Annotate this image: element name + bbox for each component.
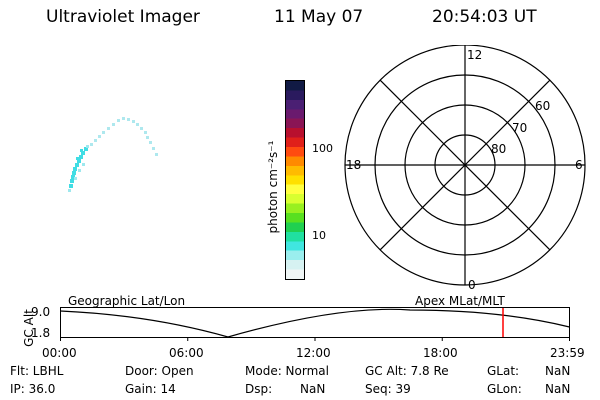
info-door: Door: Open [125, 364, 194, 378]
track-frame [60, 307, 570, 338]
info-glat-value: NaN [545, 364, 571, 378]
instrument-title: Ultraviolet Imager [46, 7, 200, 27]
track-right-title: Apex MLat/MLT [415, 294, 505, 308]
colorbar [285, 80, 305, 280]
altitude-curve [60, 308, 570, 338]
info-glon-value: NaN [545, 382, 571, 396]
info-glon-label: GLon: [487, 382, 522, 396]
mlt-label-0: 0 [468, 278, 476, 292]
info-glat-label: GLat: [487, 364, 520, 378]
track-y-tick-bottom: 1.8 [31, 326, 51, 340]
polar-diagonal-2 [379, 79, 551, 251]
track-left-title: Geographic Lat/Lon [68, 294, 186, 308]
time-tick-1800: 18:00 [423, 346, 458, 360]
colorbar-unit-label: photon cm⁻²s⁻¹ [266, 140, 280, 234]
time-tick-1200: 12:00 [296, 346, 331, 360]
info-ip: IP: 36.0 [10, 382, 56, 396]
info-mode: Mode: Normal [245, 364, 329, 378]
colorbar-tick-10: 10 [312, 229, 326, 242]
colorbar-tick-100: 100 [312, 142, 333, 155]
lat-label-70: 70 [512, 121, 527, 135]
info-gain: Gain: 14 [125, 382, 176, 396]
polar-plot: 12 18 6 0 60 70 80 [344, 45, 586, 292]
time-tick-0600: 06:00 [169, 346, 204, 360]
date-label: 11 May 07 [274, 7, 364, 27]
mlt-label-12: 12 [467, 48, 482, 62]
mlt-label-6: 6 [575, 158, 583, 172]
time-label: 20:54:03 UT [432, 7, 537, 27]
info-dsp-value: NaN [300, 382, 326, 396]
track-plot [60, 307, 570, 341]
time-tick-2359: 23:59 [550, 346, 585, 360]
info-seq: Seq: 39 [365, 382, 411, 396]
info-filter: Flt: LBHL [10, 364, 64, 378]
mlt-label-18: 18 [346, 158, 361, 172]
info-gc-alt: GC Alt: 7.8 Re [365, 364, 449, 378]
aurora-image [68, 117, 158, 192]
time-tick-0000: 00:00 [42, 346, 77, 360]
track-y-tick-top: 9.0 [31, 305, 51, 319]
info-dsp-label: Dsp: [245, 382, 273, 396]
lat-label-60: 60 [535, 99, 550, 113]
lat-label-80: 80 [491, 142, 506, 156]
